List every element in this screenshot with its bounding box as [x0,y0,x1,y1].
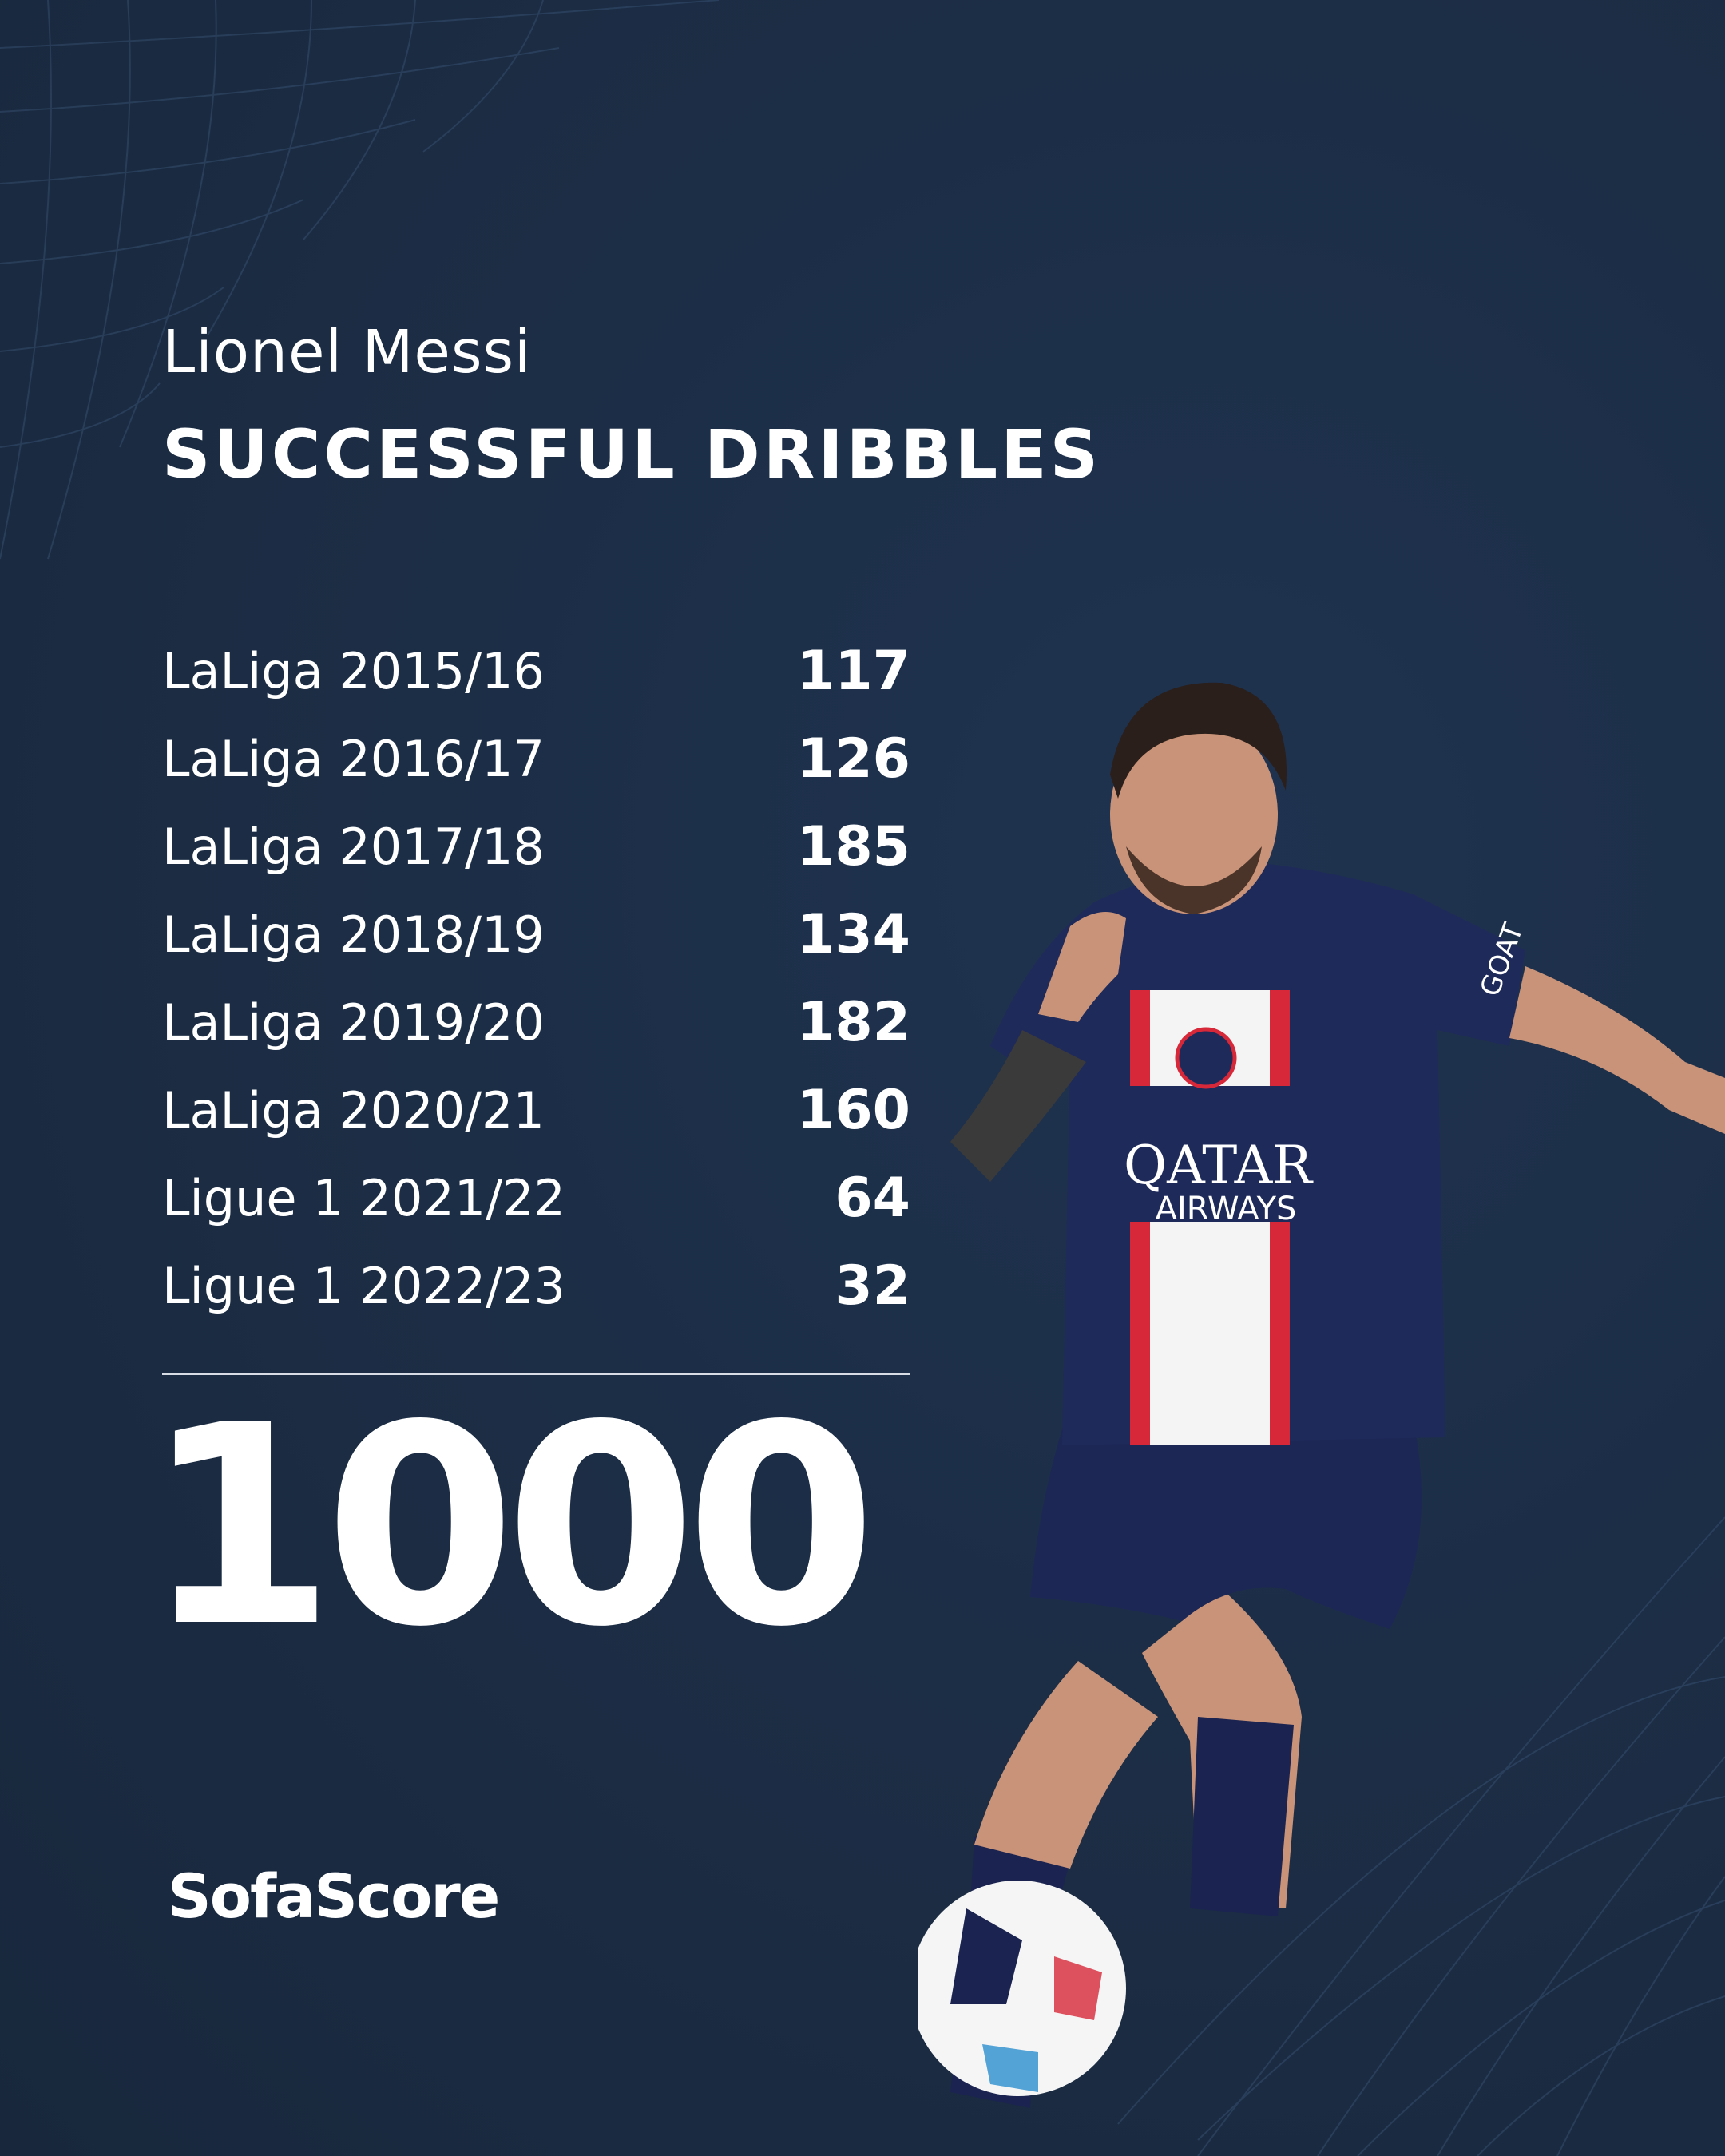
table-row: LaLiga 2015/16 117 [162,627,910,715]
dribbles-value: 117 [797,639,910,703]
dribbles-value: 32 [835,1254,910,1318]
season-label: LaLiga 2015/16 [162,641,545,700]
table-row: Ligue 1 2021/22 64 [162,1154,910,1242]
sponsor-text: AIRWAYS [1156,1191,1297,1227]
page-title: SUCCESSFUL DRIBBLES [162,415,1102,493]
dribbles-value: 185 [797,814,910,878]
divider [162,1373,910,1375]
table-row: LaLiga 2017/18 185 [162,803,910,890]
player-name: Lionel Messi [162,318,532,386]
season-label: LaLiga 2016/17 [162,729,545,788]
season-stats-table: LaLiga 2015/16 117 LaLiga 2016/17 126 LaLi… [162,627,910,1330]
dribbles-value: 160 [797,1078,910,1142]
dribbles-value: 64 [835,1166,910,1230]
table-row: Ligue 1 2022/23 32 [162,1242,910,1330]
sofascore-logo: SofaScore [168,1861,500,1932]
season-label: LaLiga 2020/21 [162,1080,545,1139]
player-photo: QATAR AIRWAYS GOAT [918,682,1725,2108]
table-row: LaLiga 2020/21 160 [162,1066,910,1154]
sponsor-text: QATAR [1124,1135,1314,1196]
total-dribbles: 1000 [144,1367,877,1687]
dribbles-value: 134 [797,902,910,966]
season-label: LaLiga 2017/18 [162,817,545,876]
club-crest-icon [1175,1027,1237,1089]
dribbles-value: 182 [797,990,910,1054]
season-label: Ligue 1 2021/22 [162,1168,565,1227]
season-label: Ligue 1 2022/23 [162,1256,565,1315]
season-label: LaLiga 2018/19 [162,905,545,964]
season-label: LaLiga 2019/20 [162,993,545,1052]
table-row: LaLiga 2016/17 126 [162,715,910,803]
dribbles-value: 126 [797,727,910,791]
table-row: LaLiga 2018/19 134 [162,890,910,978]
player-head [1110,715,1278,914]
table-row: LaLiga 2019/20 182 [162,978,910,1066]
